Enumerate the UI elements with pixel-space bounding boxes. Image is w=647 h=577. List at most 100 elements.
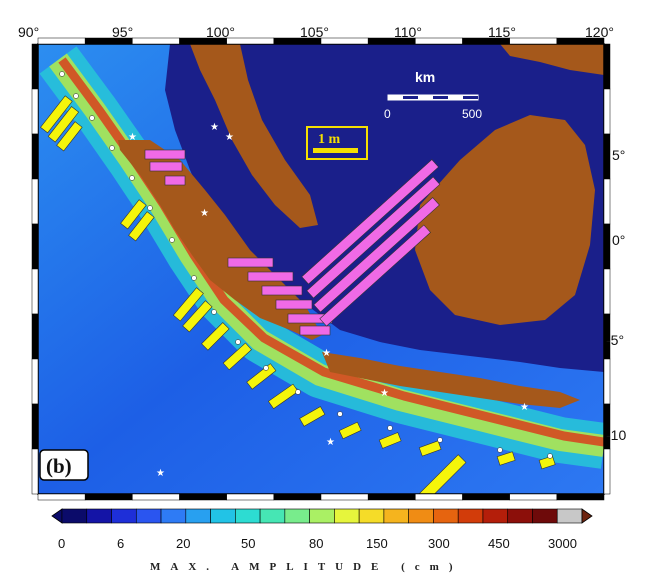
- amplitude-scale-label: 1 m: [318, 132, 341, 147]
- frame-tick: [31, 448, 39, 495]
- map-area: ★ ★ ★ ★ ★ ★ ★ ★ ★: [38, 44, 604, 494]
- colorbar-tick-label: 50: [241, 536, 255, 551]
- km-scale-seg: [463, 96, 478, 99]
- colorbar-segments: [61, 508, 583, 524]
- frame-tick: [603, 268, 611, 315]
- frame-tick: [603, 448, 611, 495]
- lon-label: 110°: [394, 24, 422, 40]
- colorbar-segment: [532, 508, 558, 524]
- amplitude-bar: [261, 285, 303, 296]
- frame-tick: [31, 313, 39, 360]
- frame-tick: [31, 403, 39, 450]
- gauge-point: [437, 437, 443, 443]
- gauge-point: [235, 339, 241, 345]
- frame-tick: [556, 493, 605, 501]
- lat-label: 5°: [612, 147, 625, 163]
- frame-tick: [132, 493, 180, 501]
- colorbar-segment: [235, 508, 261, 524]
- amplitude-bar: [268, 383, 299, 410]
- amplitude-scale-frame: [306, 126, 368, 160]
- star-marker: ★: [225, 132, 234, 143]
- frame-tick: [462, 493, 510, 501]
- gauge-point: [337, 411, 343, 417]
- star-marker: ★: [128, 132, 137, 143]
- gauge-point: [129, 175, 135, 181]
- colorbar-tick-label: 6: [117, 536, 124, 551]
- frame-tick: [603, 178, 611, 225]
- gauge-point: [73, 93, 79, 99]
- colorbar-segment: [309, 508, 335, 524]
- amplitude-bar: [40, 95, 73, 134]
- amplitude-bar: [275, 299, 313, 310]
- gauge-point: [263, 365, 269, 371]
- star-marker: ★: [380, 388, 389, 399]
- lon-label: 115°: [488, 24, 516, 40]
- frame-tick: [132, 37, 180, 45]
- colorbar-segment: [259, 508, 286, 524]
- colorbar-segment: [185, 508, 211, 524]
- colorbar-segment: [433, 508, 459, 524]
- frame-tick: [603, 223, 611, 270]
- colorbar-segment: [111, 508, 137, 524]
- amplitude-bar: [47, 106, 80, 143]
- colorbar-segment: [334, 508, 360, 524]
- star-marker: ★: [156, 468, 165, 479]
- colorbar: [51, 508, 593, 524]
- colorbar-tick-label: 450: [488, 536, 510, 551]
- borneo-island: [415, 115, 595, 325]
- km-tick-label: 0: [384, 107, 391, 121]
- star-marker: ★: [326, 437, 335, 448]
- gauge-point: [497, 447, 503, 453]
- java-island: [322, 352, 580, 408]
- colorbar-labels: 0 6 20 50 80 150 300 450 3000: [58, 536, 577, 551]
- frame-tick: [603, 133, 611, 180]
- frame-tick: [84, 493, 133, 501]
- amplitude-bar: [164, 175, 186, 186]
- lon-label: 105°: [300, 24, 329, 40]
- amplitude-bar: [338, 421, 362, 440]
- km-tick-label: 500: [462, 107, 482, 121]
- amplitude-bar: [418, 440, 442, 457]
- star-marker: ★: [520, 402, 529, 413]
- frame-tick: [415, 37, 463, 45]
- amplitude-bar: [299, 325, 331, 336]
- amplitude-bar: [538, 455, 556, 470]
- amplitude-bar: [496, 451, 516, 466]
- colorbar-segment: [61, 508, 88, 524]
- km-label: km: [415, 69, 435, 85]
- gauge-point: [387, 425, 393, 431]
- panel-label: (b): [39, 449, 89, 481]
- amplitude-bar: [120, 199, 147, 230]
- frame-tick: [556, 37, 605, 45]
- gauge-point: [89, 115, 95, 121]
- star-marker: ★: [200, 208, 209, 219]
- colorbar-tick-label: 300: [428, 536, 450, 551]
- frame-tick: [415, 493, 463, 501]
- amplitude-bar: [128, 211, 155, 242]
- malay-peninsula: [190, 44, 318, 228]
- frame-tick: [37, 37, 86, 45]
- frame-tick: [31, 358, 39, 405]
- lon-label: 95°: [112, 24, 133, 40]
- epicenter-markers: ★ ★ ★ ★ ★ ★ ★ ★ ★: [128, 122, 529, 479]
- star-marker: ★: [210, 122, 219, 133]
- distance-scale: km 0 500: [384, 69, 482, 121]
- gauge-point: [191, 275, 197, 281]
- frame-tick: [603, 358, 611, 405]
- lat-label: -10: [606, 427, 626, 443]
- gauge-point: [59, 71, 65, 77]
- amplitude-bar: [222, 342, 252, 371]
- latitude-labels: 5° 0° -5° -10: [606, 147, 626, 443]
- lat-label: 0°: [612, 232, 625, 248]
- amplitude-bar: [172, 287, 204, 322]
- colorbar-title: MAX. AMPLITUDE (cm): [150, 561, 463, 573]
- amplitude-bar: [313, 197, 440, 313]
- colorbar-segment: [457, 508, 484, 524]
- amplitude-bar: [56, 121, 83, 152]
- amplitude-scale-bar: [313, 148, 358, 153]
- frame-tick: [31, 43, 39, 90]
- mainland-north: [500, 44, 604, 75]
- amplitude-bar: [378, 432, 402, 449]
- amplitude-bar: [299, 406, 326, 427]
